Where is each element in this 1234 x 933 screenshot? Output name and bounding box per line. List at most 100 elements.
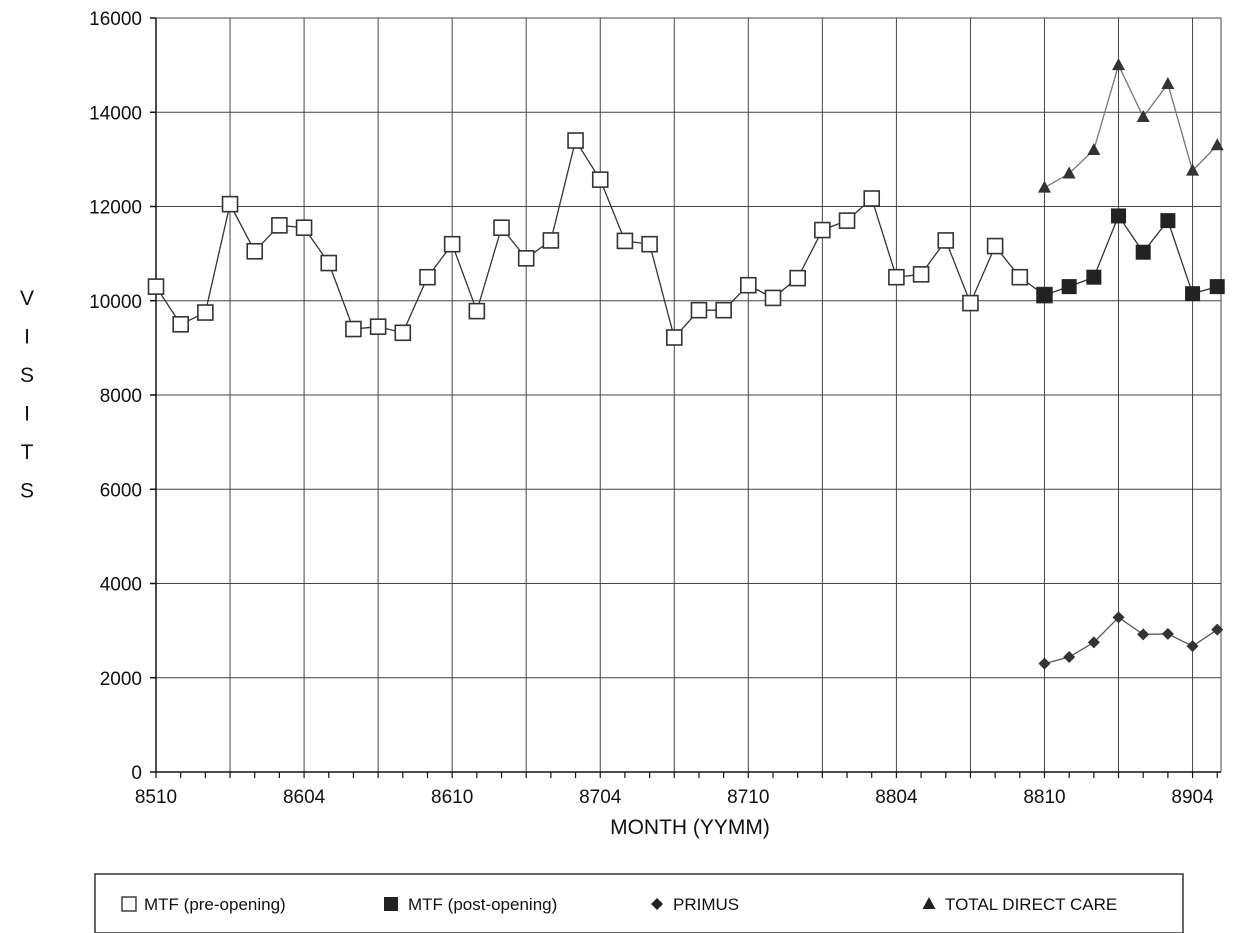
y-tick-label: 6000 bbox=[100, 480, 142, 501]
data-point bbox=[394, 324, 412, 342]
series-line bbox=[1044, 616, 1218, 665]
data-point bbox=[1186, 640, 1199, 653]
data-point bbox=[591, 171, 609, 188]
series-mtf-post-opening bbox=[1036, 208, 1225, 303]
y-tick-label: 4000 bbox=[100, 575, 142, 596]
data-point bbox=[1087, 636, 1100, 649]
data-point bbox=[1011, 268, 1029, 286]
legend-marker bbox=[121, 896, 137, 912]
y-tick-label: 12000 bbox=[89, 198, 142, 219]
x-tick-label: 8610 bbox=[431, 787, 473, 808]
data-point bbox=[295, 219, 313, 237]
y-tick-labels: 0 2000 4000 6000 8000 10000 12000 14000 16000 bbox=[89, 9, 142, 784]
data-point bbox=[740, 276, 757, 294]
x-tick-label: 8804 bbox=[875, 787, 918, 808]
y-tick-label: 2000 bbox=[100, 669, 142, 690]
x-tick-label: 8810 bbox=[1023, 787, 1065, 808]
x-tick-label: 8604 bbox=[283, 787, 326, 808]
data-point bbox=[1087, 142, 1101, 155]
axes bbox=[150, 17, 1221, 778]
legend-label: TOTAL DIRECT CARE bbox=[945, 895, 1117, 914]
data-point bbox=[221, 195, 239, 213]
data-point bbox=[1112, 611, 1125, 624]
data-point bbox=[1185, 286, 1201, 302]
x-tick-label: 8710 bbox=[727, 787, 769, 808]
data-point bbox=[369, 318, 387, 335]
y-tick-label: 14000 bbox=[89, 103, 142, 124]
data-point bbox=[641, 235, 658, 253]
data-point bbox=[1037, 180, 1051, 193]
legend-marker bbox=[922, 897, 936, 909]
data-point bbox=[1061, 279, 1077, 295]
data-point bbox=[1062, 166, 1076, 179]
series-total-direct-care bbox=[1037, 58, 1224, 193]
data-point bbox=[1161, 76, 1175, 89]
data-point bbox=[1209, 279, 1225, 295]
data-point bbox=[1161, 627, 1174, 640]
y-tick-label: 16000 bbox=[89, 9, 142, 30]
legend-label: PRIMUS bbox=[673, 895, 739, 914]
data-point bbox=[715, 301, 732, 319]
data-point bbox=[197, 304, 214, 321]
legend-label: MTF (post-opening) bbox=[408, 895, 557, 914]
data-point bbox=[271, 217, 288, 234]
y-tick-label: 10000 bbox=[89, 292, 142, 313]
legend-marker bbox=[384, 897, 398, 911]
data-point bbox=[345, 320, 362, 338]
legend-marker bbox=[651, 898, 663, 910]
data-point bbox=[665, 329, 683, 346]
data-point bbox=[1186, 163, 1200, 176]
data-point bbox=[863, 190, 881, 207]
series-line bbox=[1044, 63, 1218, 189]
data-point bbox=[986, 237, 1004, 255]
data-point bbox=[814, 221, 831, 239]
legend-item: PRIMUS bbox=[651, 895, 739, 914]
data-point bbox=[542, 232, 560, 249]
series-mtf-pre-opening bbox=[147, 132, 1053, 346]
data-point bbox=[1211, 623, 1224, 636]
data-point bbox=[147, 278, 165, 295]
legend-label: MTF (pre-opening) bbox=[144, 895, 286, 914]
x-axis-title: MONTH (YYMM) bbox=[610, 816, 770, 839]
x-tick-label: 8904 bbox=[1171, 787, 1214, 808]
x-tick-label: 8510 bbox=[135, 787, 177, 808]
data-point bbox=[468, 302, 486, 320]
x-tick-label: 8704 bbox=[579, 787, 622, 808]
data-point bbox=[1160, 213, 1176, 229]
data-point bbox=[912, 266, 930, 283]
data-point bbox=[567, 132, 584, 149]
data-point bbox=[1036, 287, 1052, 303]
data-point bbox=[1137, 628, 1150, 641]
data-point bbox=[789, 269, 806, 287]
data-point bbox=[493, 219, 510, 237]
data-point bbox=[517, 250, 535, 267]
legend-item: TOTAL DIRECT CARE bbox=[922, 895, 1117, 914]
data-point bbox=[1135, 244, 1151, 260]
data-point bbox=[1086, 269, 1102, 285]
data-point bbox=[1210, 138, 1224, 151]
data-point bbox=[246, 242, 264, 260]
data-point bbox=[1136, 109, 1150, 122]
data-point bbox=[443, 235, 461, 253]
data-point bbox=[172, 316, 189, 333]
data-point bbox=[616, 232, 634, 250]
data-point bbox=[690, 301, 708, 319]
data-point bbox=[1112, 58, 1126, 71]
data-point bbox=[419, 268, 436, 286]
legend-box bbox=[94, 873, 1184, 933]
data-point bbox=[1111, 208, 1127, 224]
series-primus bbox=[1038, 611, 1224, 670]
legend-item: MTF (post-opening) bbox=[384, 895, 557, 914]
series-group bbox=[147, 58, 1225, 670]
legend-item: MTF (pre-opening) bbox=[121, 895, 286, 914]
y-tick-label: 0 bbox=[131, 763, 142, 784]
data-point bbox=[764, 289, 782, 307]
x-tick-labels: 8510 8604 8610 8704 8710 8804 8810 8904 bbox=[135, 787, 1214, 808]
data-point bbox=[962, 294, 979, 312]
data-point bbox=[838, 212, 856, 229]
y-tick-label: 8000 bbox=[100, 386, 142, 407]
grid-lines bbox=[155, 17, 1222, 773]
data-point bbox=[1063, 651, 1076, 664]
